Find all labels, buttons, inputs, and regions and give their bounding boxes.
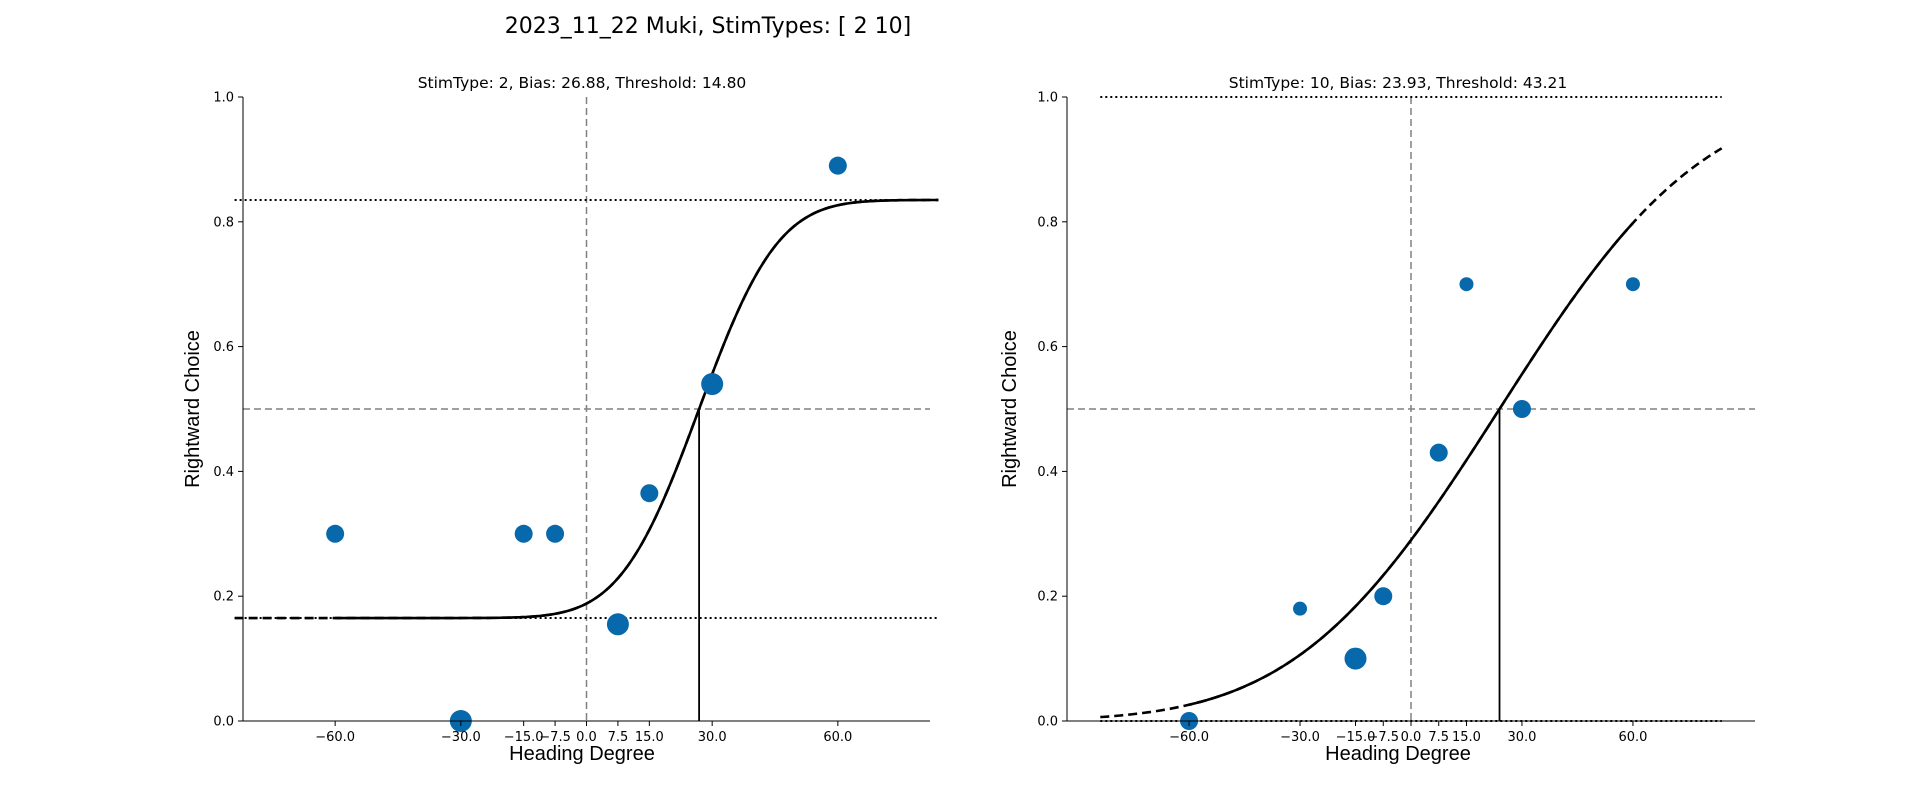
x-tick-label: −30.0: [441, 730, 481, 745]
data-point: [1293, 601, 1308, 616]
data-point: [640, 484, 659, 503]
data-point: [1344, 647, 1367, 670]
y-tick-label: 0.4: [1037, 465, 1058, 480]
x-tick-label: 7.5: [1428, 730, 1449, 745]
x-tick-label: −60.0: [1169, 730, 1209, 745]
y-tick-label: 0.6: [1037, 340, 1058, 355]
y-tick-label: 0.2: [1037, 590, 1058, 605]
x-tick-label: 15.0: [1452, 730, 1481, 745]
data-point: [546, 524, 565, 543]
y-tick-label: 0.8: [1037, 215, 1058, 230]
x-tick-label: −60.0: [315, 730, 355, 745]
data-point: [514, 524, 533, 543]
right-panel: StimType: 10, Bias: 23.93, Threshold: 43…: [999, 74, 1755, 765]
y-axis-label: Rightward Choice: [182, 330, 204, 488]
x-tick-label: 0.0: [576, 730, 597, 745]
x-tick-label: −30.0: [1280, 730, 1320, 745]
y-tick-label: 1.0: [213, 91, 234, 106]
x-tick-label: −15.0: [1336, 730, 1376, 745]
y-tick-label: 0.2: [213, 590, 234, 605]
y-tick-label: 0.0: [1037, 715, 1058, 730]
x-tick-label: 0.0: [1401, 730, 1422, 745]
y-tick-label: 0.6: [213, 340, 234, 355]
x-tick-label: −7.5: [1367, 730, 1399, 745]
x-tick-label: −15.0: [504, 730, 544, 745]
x-tick-label: 15.0: [635, 730, 664, 745]
data-point: [1374, 587, 1393, 606]
x-tick-label: −7.5: [539, 730, 571, 745]
x-tick-label: 30.0: [1507, 730, 1536, 745]
data-point: [1512, 400, 1531, 418]
panel-title: StimType: 2, Bias: 26.88, Threshold: 14.…: [418, 74, 747, 92]
x-tick-label: 60.0: [1618, 730, 1647, 745]
data-point: [828, 156, 847, 175]
plot-area: 0.00.20.40.60.81.0−60.0 −30.0 −15.0−7.5 0.0…: [1037, 91, 1755, 745]
y-tick-label: 0.0: [213, 715, 234, 730]
x-axis-label: Heading Degree: [1325, 743, 1471, 765]
figure-title: 2023_11_22 Muki, StimTypes: [ 2 10]: [505, 14, 911, 39]
data-point: [701, 373, 724, 396]
data-point: [1459, 277, 1474, 292]
data-point: [326, 524, 345, 543]
y-tick-label: 0.4: [213, 465, 234, 480]
fit-curve: [1188, 222, 1634, 707]
y-axis-label: Rightward Choice: [999, 330, 1021, 488]
panel-title: StimType: 10, Bias: 23.93, Threshold: 43…: [1229, 74, 1567, 92]
left-panel: StimType: 2, Bias: 26.88, Threshold: 14.…: [182, 74, 939, 765]
x-axis-label: Heading Degree: [509, 743, 655, 765]
y-tick-label: 1.0: [1037, 91, 1058, 106]
x-tick-label: 7.5: [608, 730, 629, 745]
data-point: [1625, 277, 1640, 292]
data-point: [606, 613, 629, 636]
plot-area: 0.0 0.2 0.4 0.6 0.8 1.0 −60.0 −30.0 −15.0−7.5 0.0…: [213, 91, 939, 745]
x-tick-label: 30.0: [698, 730, 727, 745]
fit-curve: [335, 198, 939, 620]
y-tick-label: 0.8: [213, 215, 234, 230]
data-point: [1429, 443, 1448, 462]
x-tick-label: 60.0: [823, 730, 852, 745]
